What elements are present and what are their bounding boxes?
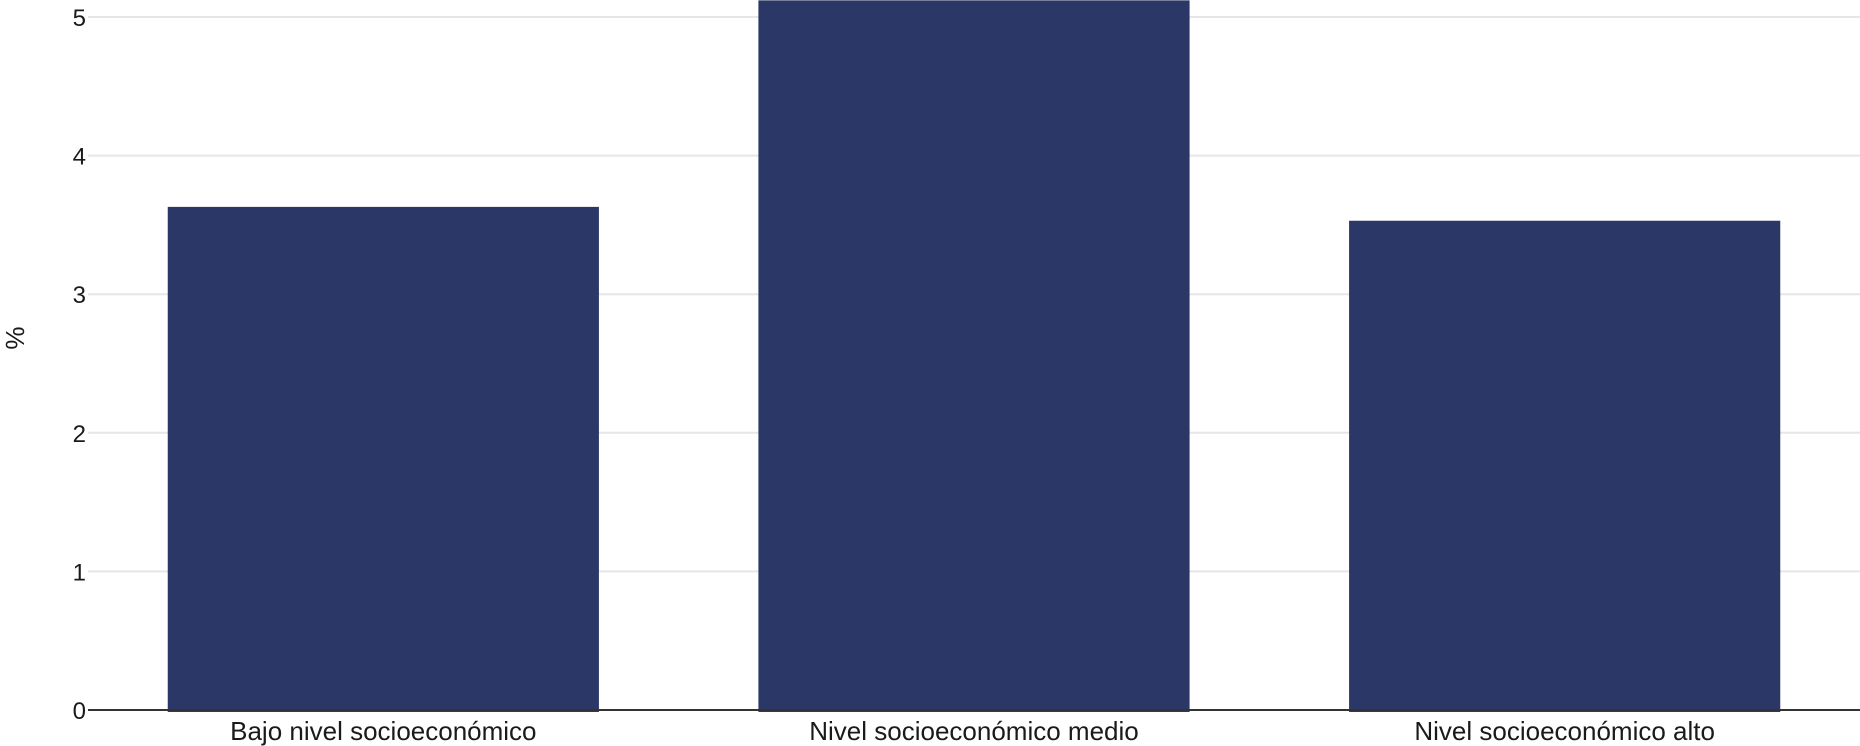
y-tick-label: 4 <box>73 144 86 171</box>
bar-1 <box>167 206 599 712</box>
x-category-label: Nivel socioeconómico medio <box>809 716 1138 746</box>
y-tick-label: 2 <box>73 421 86 448</box>
y-tick-label: 3 <box>73 282 86 309</box>
y-axis-title: % <box>0 326 30 349</box>
y-tick-label: 5 <box>73 5 86 32</box>
y-axis-ticks: 0 1 2 3 4 5 <box>73 5 86 725</box>
bars <box>167 0 1781 713</box>
bar-2 <box>758 0 1190 713</box>
x-category-label: Bajo nivel socioeconómico <box>230 716 536 746</box>
x-axis-labels: Bajo nivel socioeconómico Nivel socioecon… <box>230 716 1715 746</box>
y-tick-label: 0 <box>73 698 86 725</box>
bar-3 <box>1349 220 1781 712</box>
y-tick-label: 1 <box>73 559 86 586</box>
x-category-label: Nivel socioeconómico alto <box>1414 716 1715 746</box>
